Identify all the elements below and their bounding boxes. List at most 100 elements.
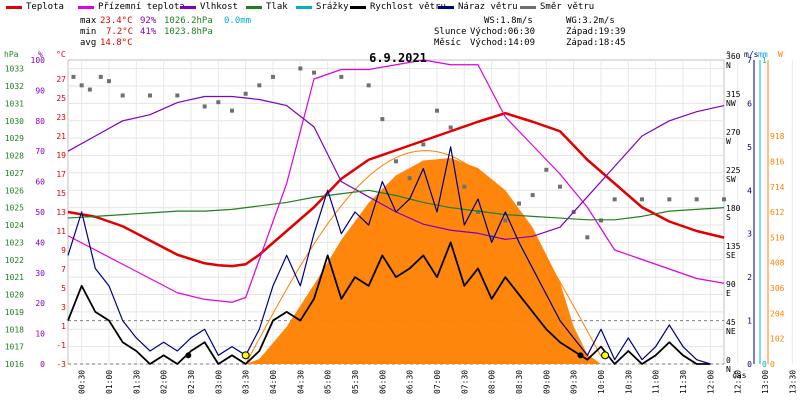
direction-point-28: [517, 201, 521, 206]
direction-tick-7: 315: [726, 90, 741, 99]
stats-min-temp: 7.2°C: [106, 27, 134, 37]
percent-tick-3: 30: [35, 269, 45, 278]
x-tick-14: 07:30: [460, 370, 469, 394]
solar-tick-7: 714: [770, 183, 785, 192]
wind-wg: WG:3.2m/s: [566, 16, 615, 26]
celsius-tick-10: 17: [56, 170, 66, 179]
direction-tick-5: 225: [726, 166, 741, 175]
direction-point-15: [312, 70, 316, 75]
moon-rise: Východ:14:09: [470, 38, 536, 48]
x-tick-22: 11:30: [679, 370, 688, 394]
hpa-tick-13: 1029: [5, 134, 24, 143]
rain-tick-1: 1: [762, 56, 767, 65]
speed-unit: m/s: [744, 50, 759, 59]
direction-point-37: [667, 197, 672, 202]
solar-area: [245, 150, 602, 365]
direction-point-24: [462, 184, 467, 189]
legend-swatch-vlhkost: [180, 6, 196, 9]
speed-tick-3: 3: [747, 230, 752, 239]
direction-point-27: [503, 218, 508, 223]
direction-tick-6: 270: [726, 128, 741, 137]
sunset-marker: [601, 351, 610, 360]
hpa-tick-15: 1031: [5, 99, 24, 108]
rain-tick-0: 0: [762, 360, 767, 369]
x-tick-5: 03:00: [214, 370, 223, 394]
direction-point-25: [476, 210, 480, 214]
x-tick-20: 10:30: [624, 370, 633, 394]
percent-tick-10: 100: [31, 56, 46, 65]
hpa-tick-6: 1022: [5, 256, 24, 265]
celsius-tick-2: 1: [61, 322, 66, 331]
x-tick-0: 00:30: [78, 370, 87, 394]
series-line-5: [67, 146, 711, 365]
direction-point-13: [271, 74, 275, 79]
stats-min-press: 1023.8hPa: [164, 27, 213, 37]
x-tick-25: 13:00: [761, 370, 770, 394]
solar-tick-8: 816: [770, 157, 785, 166]
legend-label-teplota: Teplota: [26, 2, 64, 12]
direction-tick-8: 360: [726, 52, 741, 61]
x-tick-8: 04:30: [296, 370, 305, 394]
percent-tick-2: 20: [35, 299, 45, 308]
direction-point-23: [448, 125, 453, 130]
direction-point-30: [544, 167, 549, 172]
celsius-tick-0: -3: [56, 360, 66, 369]
speed-tick-2: 2: [747, 273, 752, 282]
percent-tick-7: 70: [35, 147, 45, 156]
direction-point-39: [722, 197, 726, 202]
speed-tick-7: 7: [747, 56, 752, 65]
x-tick-10: 05:30: [351, 370, 360, 394]
celsius-tick-7: 11: [56, 227, 66, 236]
direction-point-10: [230, 108, 234, 113]
solar-tick-9: 918: [770, 132, 785, 141]
series-line-3: [67, 189, 725, 221]
direction-point-3: [98, 74, 103, 79]
hpa-tick-0: 1016: [5, 360, 24, 369]
percent-unit: %: [38, 50, 43, 59]
hpa-tick-11: 1027: [5, 169, 24, 178]
direction-tick-3: 135: [726, 242, 741, 251]
direction-tick-2: 90: [726, 280, 736, 289]
direction-point-1: [79, 83, 84, 88]
celsius-unit: °C: [56, 50, 66, 59]
celsius-tick-14: 25: [56, 94, 66, 103]
x-tick-16: 08:30: [515, 370, 524, 394]
hpa-tick-2: 1018: [5, 325, 24, 334]
direction-point-29: [530, 193, 535, 198]
sunrise-marker: [241, 351, 250, 360]
direction-tick-0: 0: [726, 356, 731, 365]
stats-avg-temp: 14.8°C: [100, 38, 133, 48]
direction-point-26: [489, 235, 494, 240]
legend-swatch-rychlost-vetru: [350, 6, 366, 9]
rain-unit: mm: [758, 50, 768, 59]
legend-swatch-teplota: [6, 6, 22, 9]
series-line-4: [67, 241, 711, 365]
direction-point-20: [407, 176, 412, 181]
wind-direction-points: [71, 66, 726, 240]
legend-label-prizemni-teplota: Přízemní teplota: [98, 2, 185, 12]
x-tick-13: 07:00: [433, 370, 442, 394]
x-tick-6: 03:30: [242, 370, 251, 394]
legend-swatch-tlak: [246, 6, 262, 9]
hpa-tick-1: 1017: [5, 343, 24, 352]
percent-tick-4: 40: [35, 238, 45, 247]
x-tick-1: 01:00: [105, 370, 114, 394]
x-tick-24: 12:30: [734, 370, 743, 394]
celsius-tick-4: 5: [61, 284, 66, 293]
speed-tick-6: 6: [747, 99, 752, 108]
x-tick-18: 09:30: [570, 370, 579, 394]
solar-tick-6: 612: [770, 208, 785, 217]
hpa-tick-12: 1028: [5, 152, 24, 161]
solar-tick-1: 102: [770, 335, 785, 344]
percent-tick-5: 50: [35, 208, 45, 217]
celsius-tick-15: 27: [56, 75, 66, 84]
direction-tick-4: 180: [726, 204, 741, 213]
direction-point-18: [380, 117, 385, 122]
celsius-tick-11: 19: [56, 151, 66, 160]
chart-title: 6.9.2021: [369, 51, 427, 65]
x-tick-12: 06:30: [406, 370, 415, 394]
legend-swatch-srazky: [296, 6, 312, 9]
percent-tick-8: 80: [35, 117, 45, 126]
solar-tick-5: 510: [770, 233, 785, 242]
